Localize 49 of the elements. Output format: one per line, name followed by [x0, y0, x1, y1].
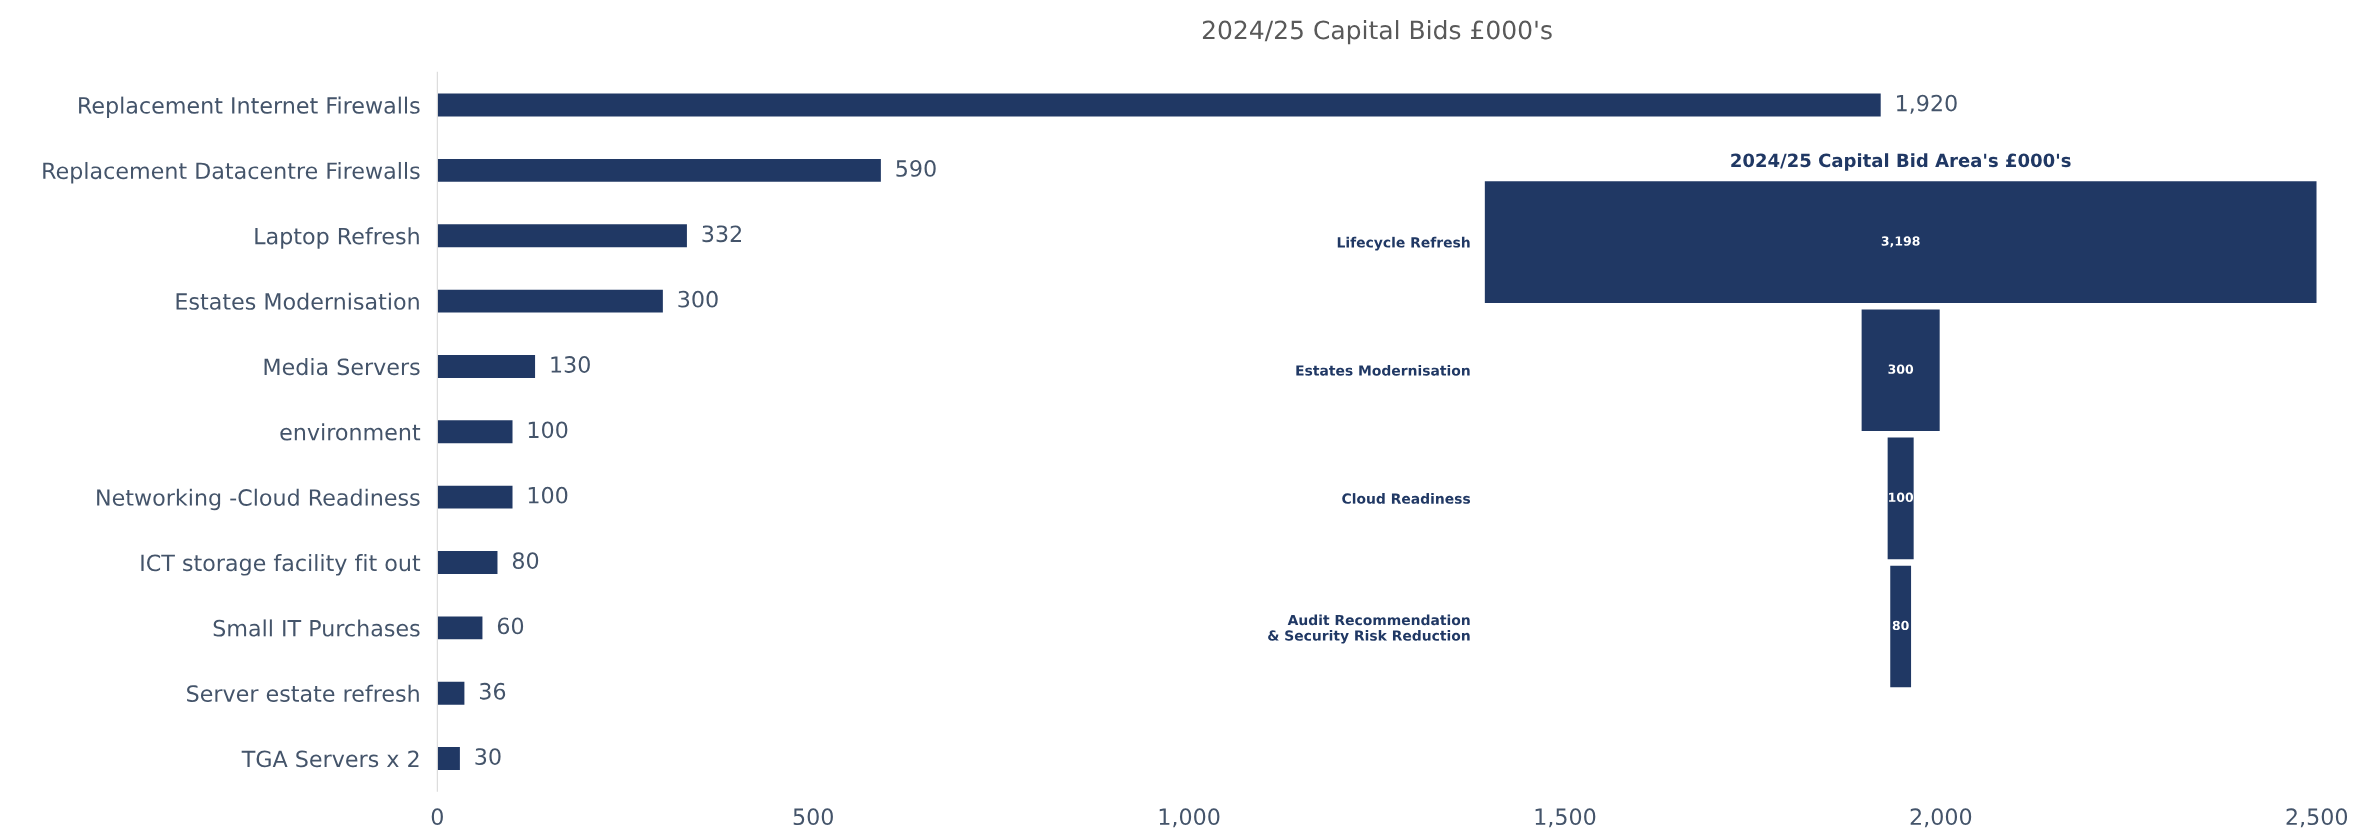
- bar: [437, 158, 881, 182]
- y-tick-label: ICT storage facility fit out: [141, 554, 421, 576]
- y-tick-label: Server estate refresh: [187, 684, 419, 702]
- data-label: 590: [896, 160, 936, 177]
- y-tick-label: Small IT Purchases: [213, 619, 420, 637]
- data-label: 100: [1889, 492, 1914, 502]
- category-label: Cloud Readiness: [1342, 493, 1471, 504]
- data-label: 30: [475, 748, 501, 766]
- x-tick-label: 1,500: [1535, 808, 1596, 828]
- data-label: 3,198: [1881, 236, 1920, 248]
- data-label: 300: [1888, 364, 1914, 374]
- data-label: 130: [551, 356, 590, 373]
- data-label: 100: [528, 486, 568, 504]
- bar: [437, 224, 687, 248]
- category-label: Estates Modernisation: [1296, 364, 1470, 376]
- y-tick-label: environment: [280, 423, 421, 441]
- data-label: 80: [512, 552, 539, 569]
- bar: [437, 681, 465, 705]
- y-tick-label: TGA Servers x 2: [241, 750, 419, 768]
- data-label: 80: [1892, 620, 1909, 631]
- bar: [437, 616, 483, 640]
- y-tick-label: Estates Modernisation: [176, 292, 419, 310]
- y-tick-label: Replacement Internet Firewalls: [79, 96, 420, 119]
- text: 2024/25 Capital Bid Area's £000's: [1731, 153, 2071, 171]
- data-label: 100: [528, 421, 568, 439]
- chart-title: 2024/25 Capital Bids £000's: [1202, 20, 1552, 45]
- data-label: 60: [497, 617, 524, 635]
- x-tick-label: 500: [793, 808, 833, 826]
- data-label: 300: [678, 290, 718, 308]
- bar: [437, 551, 498, 574]
- bar: [437, 355, 536, 378]
- data-label: 36: [479, 682, 506, 700]
- y-tick-label: Media Servers: [264, 358, 420, 376]
- x-tick-label: 1,000: [1159, 808, 1220, 828]
- y-tick-label: Laptop Refresh: [255, 227, 419, 249]
- data-label: 332: [702, 225, 741, 243]
- bar: [437, 289, 663, 313]
- y-tick-label: Replacement Datacentre Firewalls: [43, 161, 420, 184]
- x-tick-label: 0: [431, 808, 443, 826]
- y-tick-label: Networking -Cloud Readiness: [97, 488, 420, 511]
- data-label: 1,920: [1897, 94, 1957, 114]
- bar: [437, 747, 460, 770]
- category-label: Audit Recommendation & Security Risk Reduction: [1268, 614, 1470, 644]
- bar: [437, 420, 513, 444]
- bar: [437, 485, 513, 509]
- x-tick-label: 2,500: [2286, 808, 2348, 828]
- x-tick-label: 2,000: [1910, 808, 1972, 828]
- bar: [437, 93, 1881, 117]
- category-label: Lifecycle Refresh: [1337, 236, 1470, 251]
